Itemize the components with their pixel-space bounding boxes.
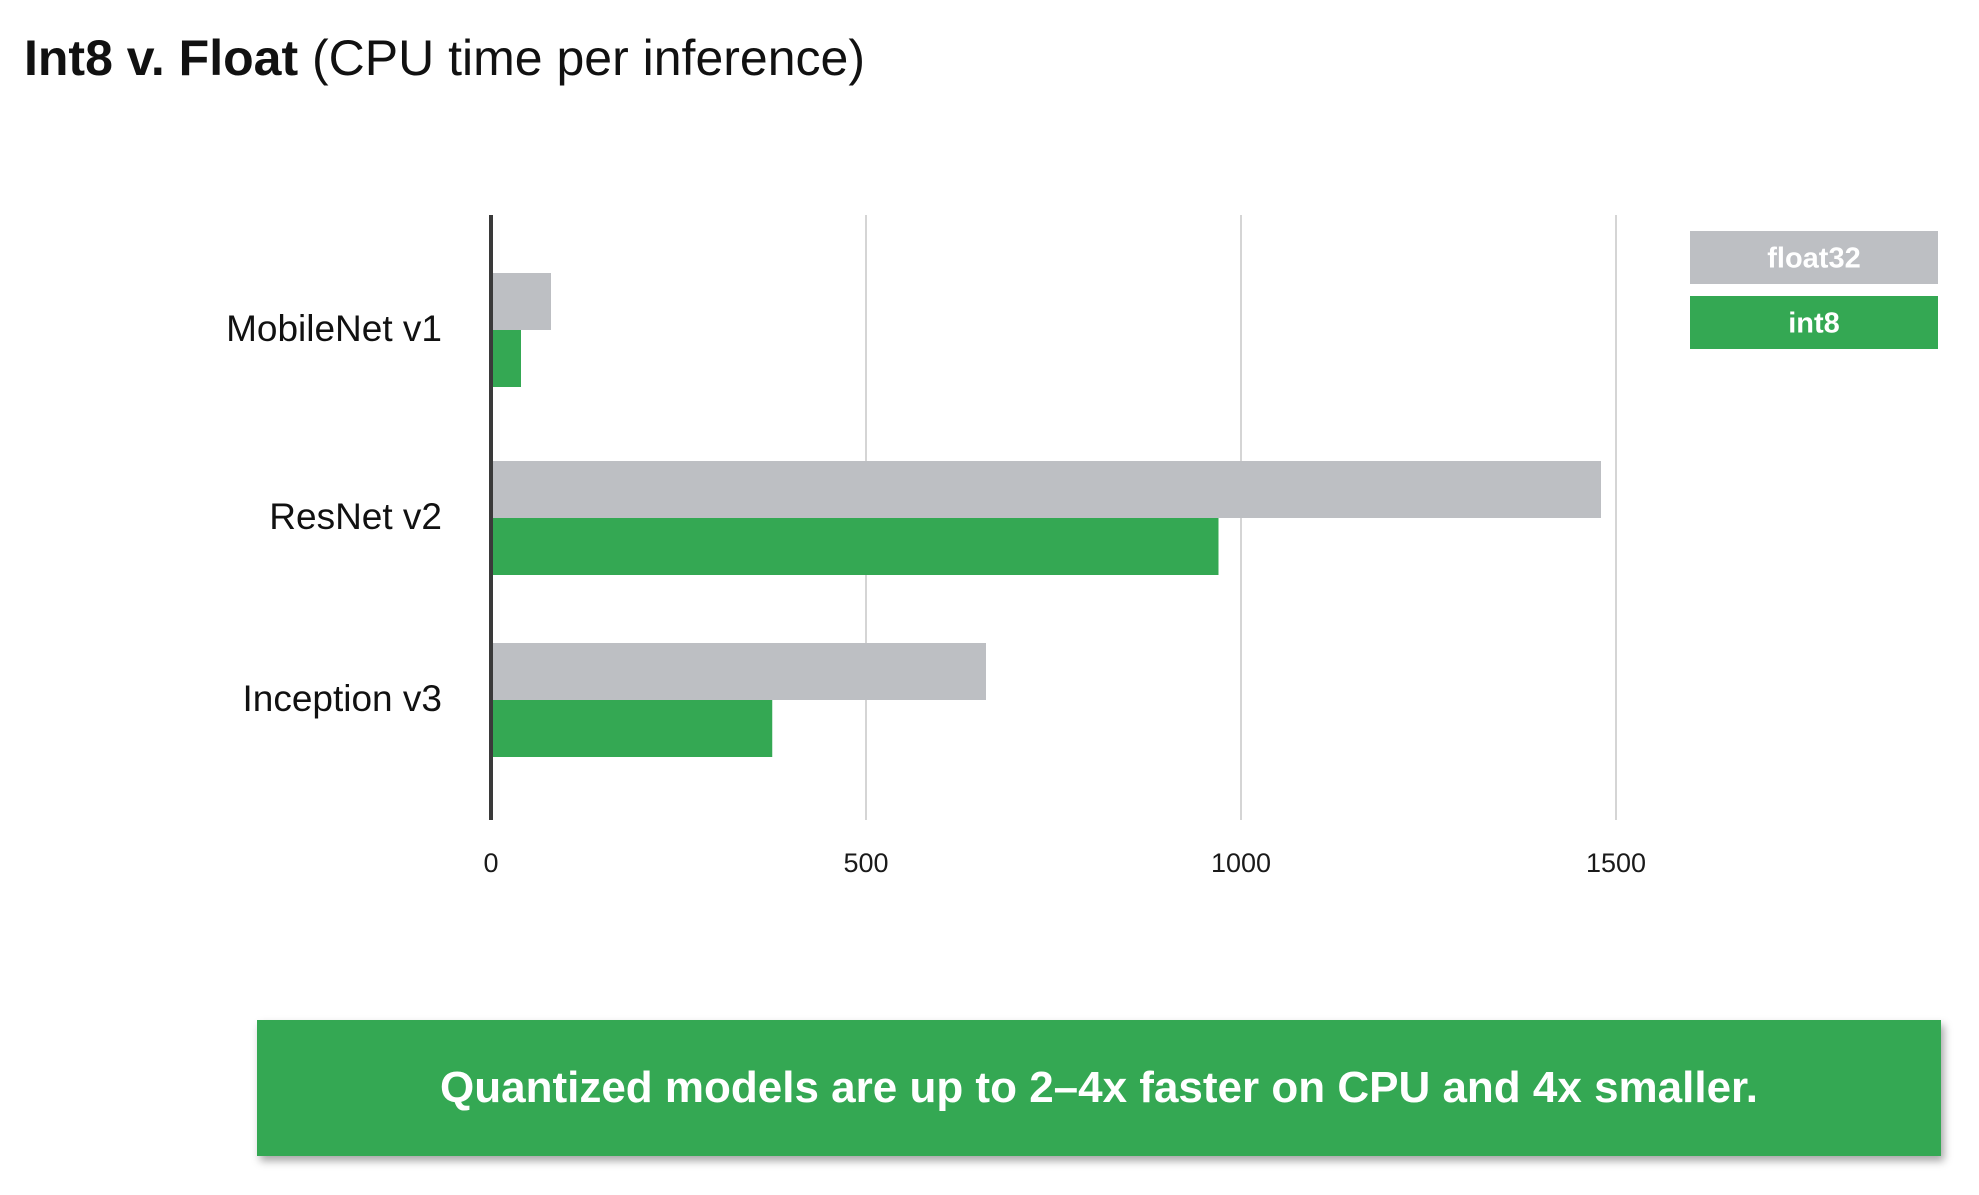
- x-tick-label: 500: [843, 848, 888, 878]
- bar-chart: 0 500 1000 1500 MobileNet v1 ResNet v2 Incepti…: [226, 215, 1938, 878]
- x-tick-label: 1000: [1211, 848, 1271, 878]
- chart-title-main: Int8 v. Float: [24, 30, 299, 86]
- y-category-label: ResNet v2: [269, 496, 442, 537]
- chart-title-sub: (CPU time per inference): [312, 30, 865, 86]
- callout-text: Quantized models are up to 2–4x faster o…: [440, 1063, 1758, 1112]
- callout-banner: Quantized models are up to 2–4x faster o…: [257, 1020, 1941, 1156]
- legend-label-int8: int8: [1788, 308, 1840, 340]
- legend-swatch-int8: [1690, 296, 1938, 349]
- bar-int8: [491, 518, 1219, 575]
- bar-float32: [491, 643, 986, 700]
- legend-swatch-float32: [1690, 231, 1938, 284]
- chart-title: Int8 v. Float (CPU time per inference): [24, 26, 865, 90]
- bar-float32: [491, 461, 1601, 518]
- legend-label-float32: float32: [1767, 243, 1860, 275]
- bar-int8: [491, 330, 521, 387]
- bar-int8: [491, 700, 773, 757]
- y-category-label: Inception v3: [242, 678, 442, 719]
- y-category-label: MobileNet v1: [226, 308, 442, 349]
- x-tick-label: 0: [483, 848, 498, 878]
- bar-float32: [491, 273, 551, 330]
- x-tick-label: 1500: [1586, 848, 1646, 878]
